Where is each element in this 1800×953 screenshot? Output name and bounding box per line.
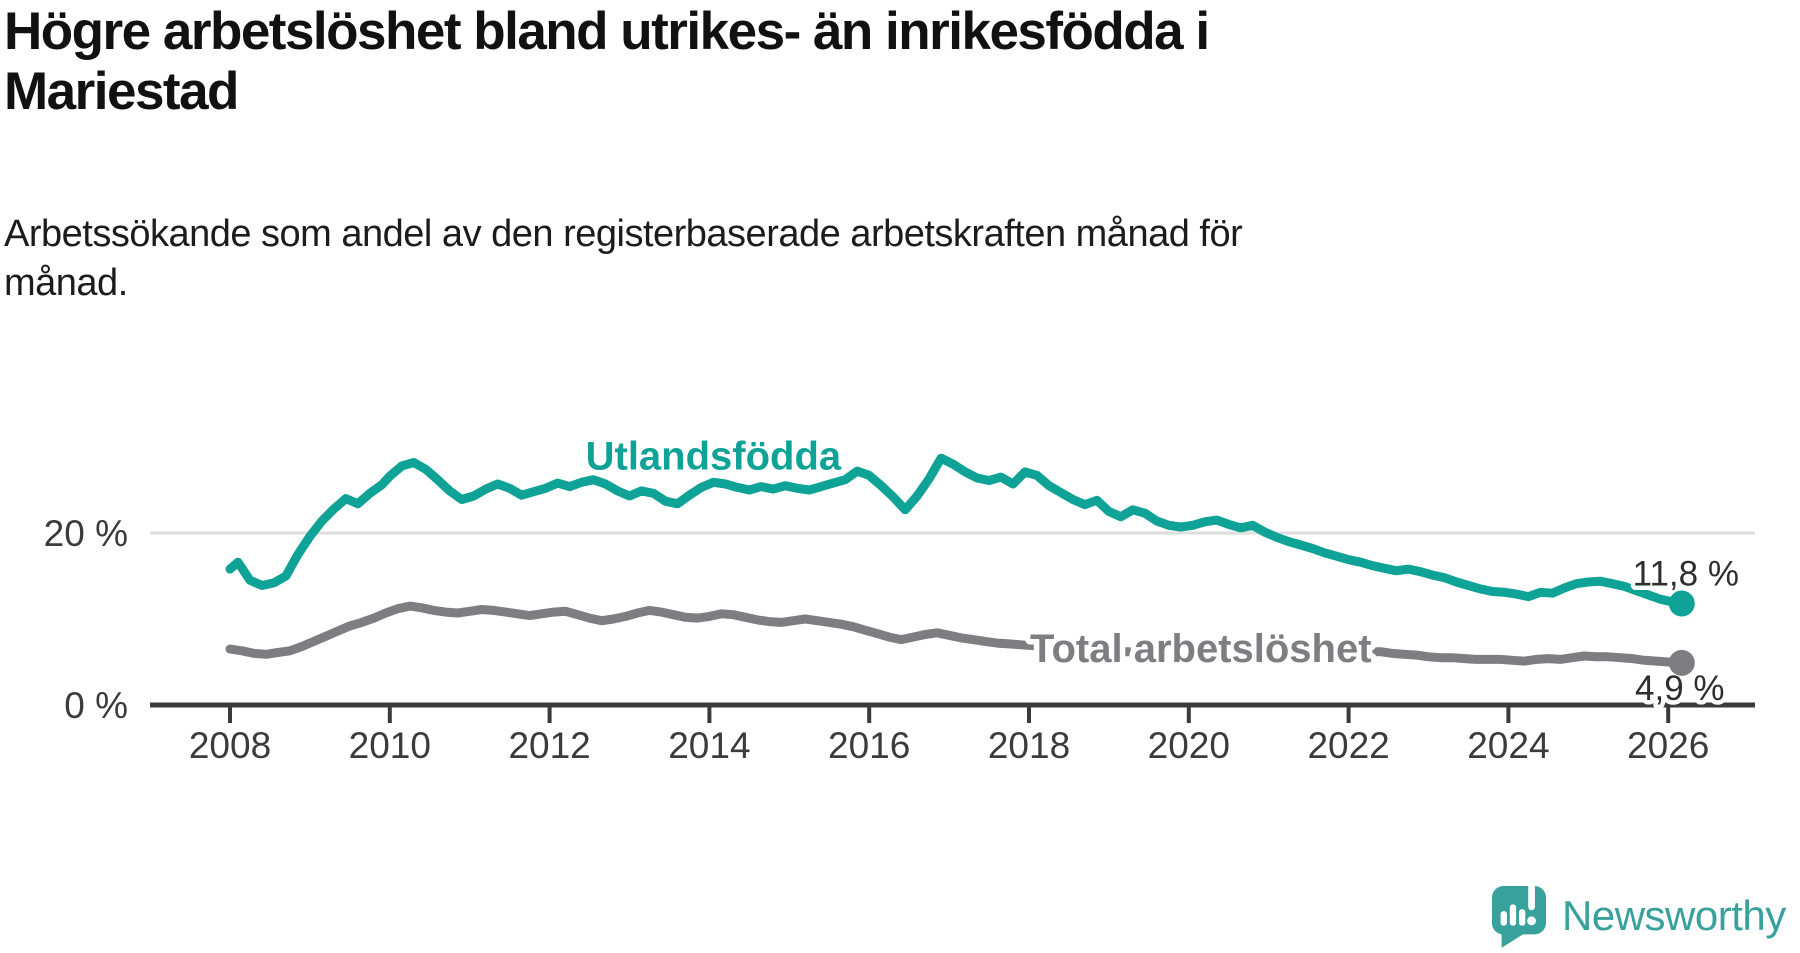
newsworthy-logo[interactable]: Newsworthy — [1490, 884, 1786, 948]
x-tick-label-2014: 2014 — [668, 725, 750, 766]
series-line-1 — [225, 601, 1687, 668]
x-tick-label-2012: 2012 — [508, 725, 590, 766]
chart-title: Högre arbetslöshet bland utrikes- än inr… — [4, 2, 1210, 121]
exclamation-dot-icon — [1527, 916, 1537, 926]
chart-header: Högre arbetslöshet bland utrikes- än inr… — [4, 2, 1604, 122]
series-label-0: Utlandsfödda — [586, 435, 842, 479]
newsworthy-logo-text: Newsworthy — [1562, 892, 1786, 939]
x-tick-label-2016: 2016 — [828, 725, 910, 766]
newsworthy-logo-icon — [1491, 884, 1547, 948]
x-tick-label-2018: 2018 — [988, 725, 1070, 766]
x-tick-label-2022: 2022 — [1307, 725, 1389, 766]
x-tick-label-2024: 2024 — [1467, 725, 1549, 766]
series-end-dot-1 — [1668, 649, 1695, 676]
series-label-1: Total arbetslöshet — [1030, 627, 1372, 671]
x-tick-label-2010: 2010 — [349, 725, 431, 766]
bar-icon-1 — [1500, 911, 1507, 926]
y-tick-label-0: 0 % — [64, 685, 128, 726]
bar-icon-3 — [1519, 909, 1526, 926]
x-tick-label-2008: 2008 — [189, 725, 271, 766]
y-tick-label-20: 20 % — [44, 513, 128, 554]
chart-subtitle: Arbetssökande som andel av den registerb… — [4, 213, 1243, 304]
exclamation-bar-icon — [1528, 884, 1535, 911]
x-tick-label-2020: 2020 — [1148, 725, 1230, 766]
series-end-dot-0 — [1668, 590, 1695, 617]
series-line-0 — [225, 453, 1687, 608]
x-tick-label-2026: 2026 — [1627, 725, 1709, 766]
end-value-label-0: 11,8 % — [1633, 555, 1739, 594]
bar-icon-2 — [1509, 904, 1517, 926]
